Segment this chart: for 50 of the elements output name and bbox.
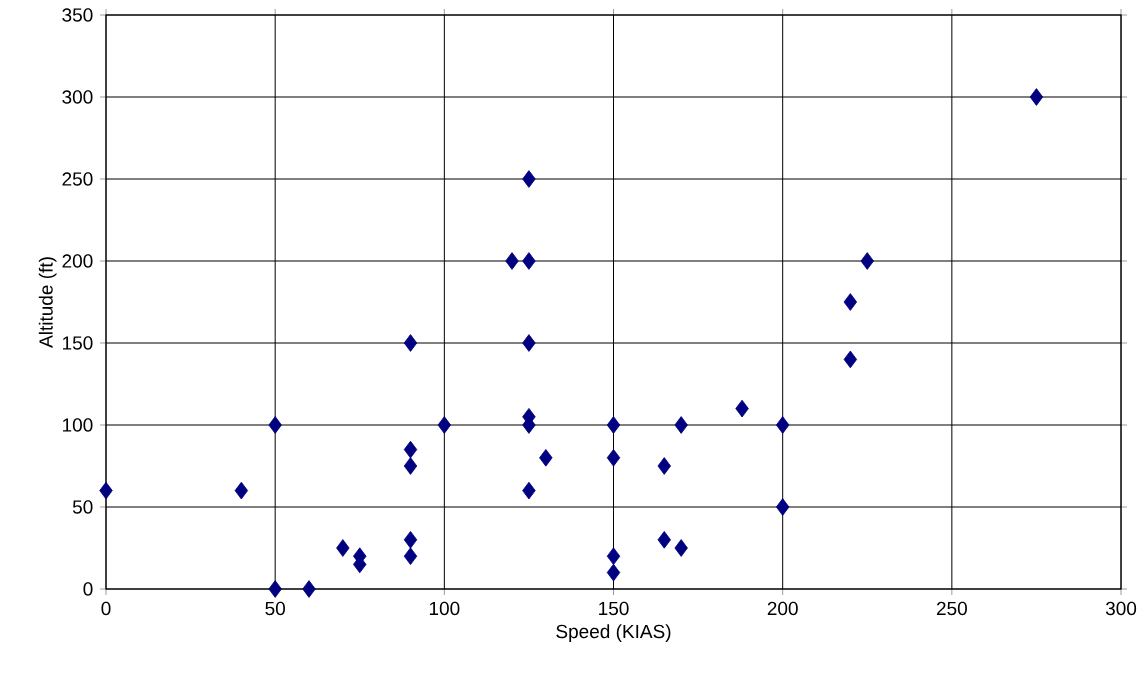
point — [437, 416, 452, 434]
y-tick-label: 150 — [63, 336, 93, 350]
y-tick-label: 300 — [62, 90, 93, 104]
point — [775, 416, 790, 434]
point — [336, 539, 350, 557]
x-tick-label: 0 — [101, 601, 111, 616]
x-tick-label: 100 — [429, 601, 460, 616]
x-tick-label: 300 — [1105, 601, 1137, 616]
y-axis-title: Altitude (ft) — [38, 257, 57, 348]
point — [674, 416, 688, 434]
point — [735, 399, 749, 418]
point — [268, 580, 282, 598]
y-tick-label: 0 — [83, 582, 93, 596]
point — [1029, 88, 1044, 106]
point — [522, 481, 536, 500]
y-tick-label: 350 — [62, 8, 93, 22]
point — [775, 498, 790, 516]
x-tick-label: 50 — [265, 601, 285, 616]
point — [657, 457, 671, 475]
point — [302, 580, 316, 598]
x-axis-title: Speed (KIAS) — [556, 624, 671, 642]
point — [403, 531, 418, 549]
point — [522, 170, 536, 188]
point — [403, 440, 418, 459]
point — [606, 547, 621, 565]
point — [843, 350, 858, 369]
point — [99, 481, 113, 500]
point — [606, 449, 621, 467]
point — [657, 531, 671, 549]
point — [403, 547, 418, 565]
point — [522, 334, 536, 352]
x-tick-label: 250 — [936, 601, 967, 616]
y-tick-label: 250 — [62, 172, 93, 186]
y-tick-label: 50 — [72, 500, 93, 514]
point — [674, 539, 688, 557]
point — [860, 252, 874, 270]
point — [606, 416, 621, 434]
point — [403, 334, 418, 352]
point — [234, 481, 249, 500]
x-tick-label: 200 — [767, 601, 798, 616]
point — [843, 293, 858, 311]
point — [539, 449, 553, 467]
point — [522, 252, 536, 270]
point — [505, 252, 519, 270]
y-tick-label: 200 — [62, 254, 93, 268]
x-tick-label: 150 — [599, 601, 629, 616]
y-tick-label: 100 — [63, 418, 93, 432]
point — [268, 416, 282, 434]
point — [403, 457, 418, 475]
point — [606, 563, 621, 582]
